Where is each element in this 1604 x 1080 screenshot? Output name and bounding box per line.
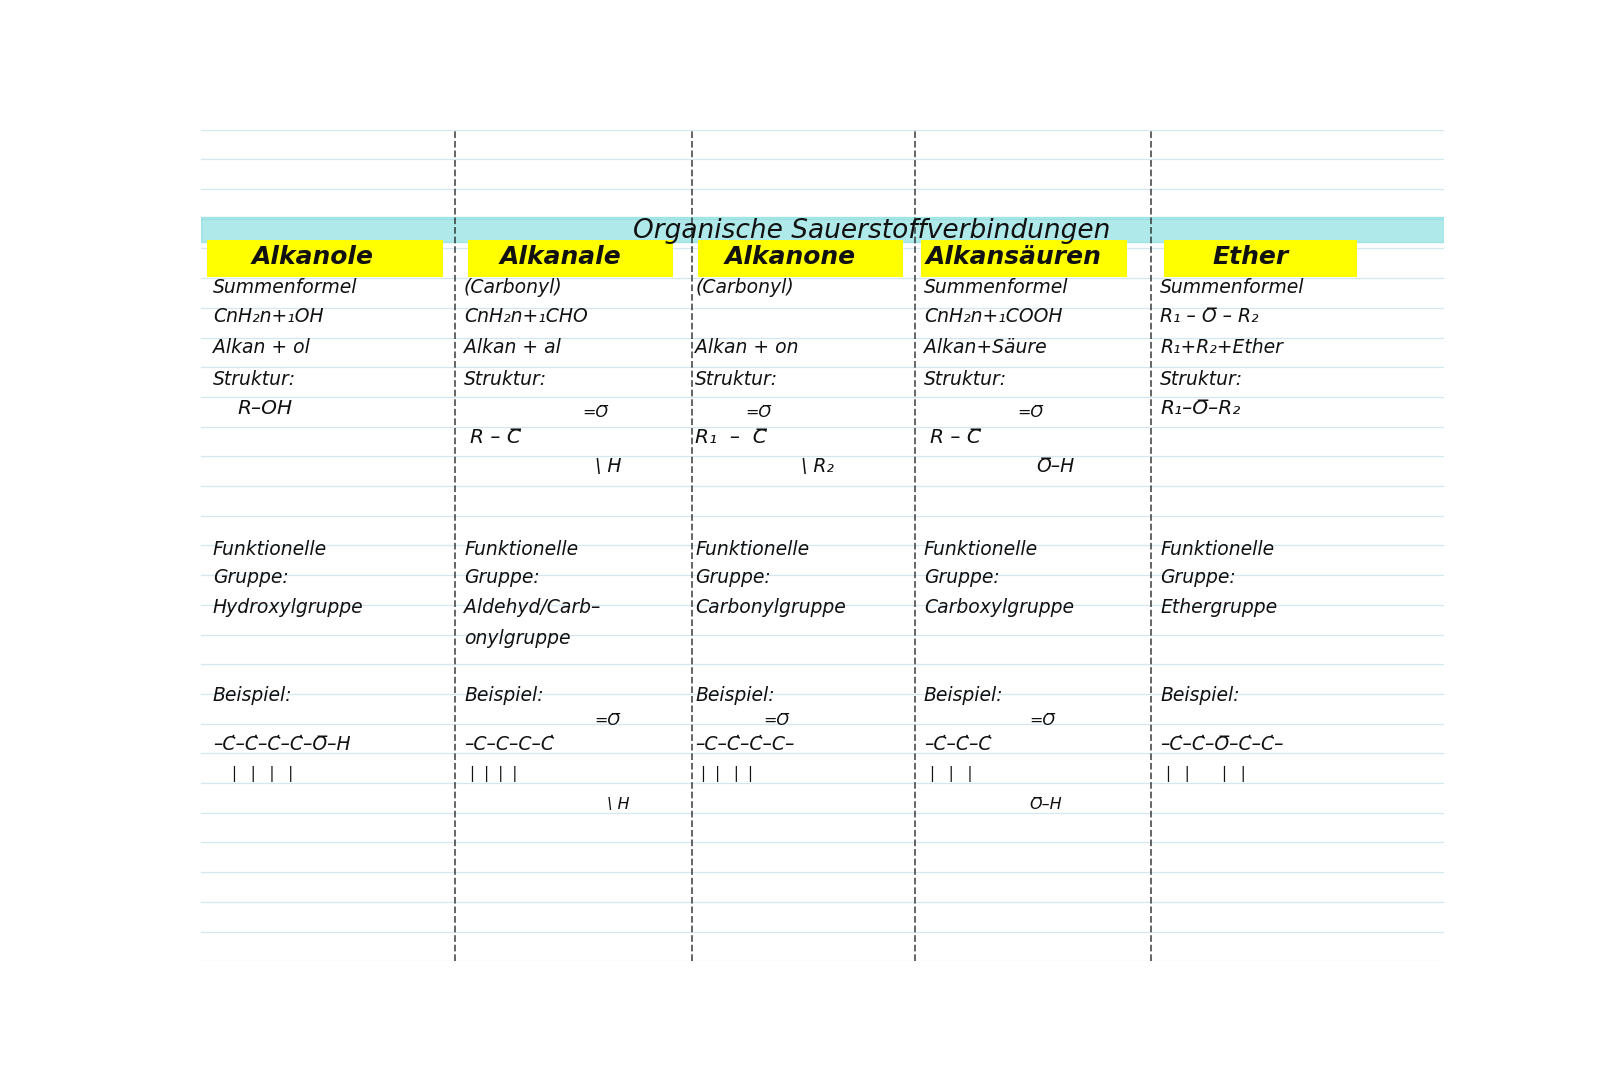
Text: R₁+R₂+Ether: R₁+R₂+Ether <box>1160 338 1283 357</box>
Text: |   |   |   |: | | | | <box>231 766 292 782</box>
Text: =O̅: =O̅ <box>582 405 608 420</box>
Text: Beispiel:: Beispiel: <box>1160 686 1240 704</box>
Text: \ H: \ H <box>606 797 629 812</box>
Text: Funktionelle: Funktionelle <box>695 540 810 559</box>
Text: Beispiel:: Beispiel: <box>695 686 775 704</box>
Text: (Carbonyl): (Carbonyl) <box>464 279 563 297</box>
Text: Summenformel: Summenformel <box>924 279 1068 297</box>
Text: Carboxylgruppe: Carboxylgruppe <box>924 598 1075 618</box>
Text: Alkanole: Alkanole <box>252 245 374 269</box>
Text: Alkan + ol: Alkan + ol <box>213 338 310 357</box>
Text: CnH₂n+₁CHO: CnH₂n+₁CHO <box>464 307 587 326</box>
Text: Alkan + on: Alkan + on <box>695 338 799 357</box>
Text: Gruppe:: Gruppe: <box>695 567 772 586</box>
Text: Summenformel: Summenformel <box>1160 279 1304 297</box>
Text: |  |   |  |: | | | | <box>701 766 754 782</box>
Text: Struktur:: Struktur: <box>924 369 1007 389</box>
Text: Struktur:: Struktur: <box>213 369 297 389</box>
Text: R – C̅: R – C̅ <box>470 428 521 447</box>
Text: CnH₂n+₁OH: CnH₂n+₁OH <box>213 307 324 326</box>
Text: Beispiel:: Beispiel: <box>213 686 292 704</box>
Text: Funktionelle: Funktionelle <box>464 540 577 559</box>
Text: =O̅: =O̅ <box>744 405 772 420</box>
Text: onylgruppe: onylgruppe <box>464 629 571 648</box>
Text: =O̅: =O̅ <box>595 713 621 728</box>
Text: \ H: \ H <box>595 457 621 476</box>
Text: =O̅: =O̅ <box>1030 713 1055 728</box>
Text: CnH₂n+₁COOH: CnH₂n+₁COOH <box>924 307 1062 326</box>
Text: R₁–O̅–R₂: R₁–O̅–R₂ <box>1160 399 1240 418</box>
Bar <box>207 240 443 278</box>
Text: Alkanone: Alkanone <box>725 245 855 269</box>
Text: R₁  –  C̅: R₁ – C̅ <box>695 428 767 447</box>
Text: Aldehyd/Carb–: Aldehyd/Carb– <box>464 598 600 618</box>
Text: Alkanale: Alkanale <box>499 245 621 269</box>
Text: –C–C–C–Ċ: –C–C–C–Ċ <box>464 735 553 755</box>
Text: |   |   |: | | | <box>930 766 972 782</box>
Text: Summenformel: Summenformel <box>213 279 358 297</box>
Text: =O̅: =O̅ <box>764 713 789 728</box>
Text: Alkan + al: Alkan + al <box>464 338 561 357</box>
Text: Funktionelle: Funktionelle <box>213 540 327 559</box>
Text: R₁ – O̅ – R₂: R₁ – O̅ – R₂ <box>1160 307 1259 326</box>
Text: –Ċ–Ċ–Ċ–Ċ–O̅–H: –Ċ–Ċ–Ċ–Ċ–O̅–H <box>213 735 351 755</box>
Bar <box>921 240 1126 278</box>
Text: Funktionelle: Funktionelle <box>924 540 1038 559</box>
Text: Gruppe:: Gruppe: <box>924 567 999 586</box>
Text: Beispiel:: Beispiel: <box>924 686 1004 704</box>
Text: Gruppe:: Gruppe: <box>464 567 541 586</box>
Text: Beispiel:: Beispiel: <box>464 686 544 704</box>
Text: Carbonylgruppe: Carbonylgruppe <box>695 598 845 618</box>
Text: R–OH: R–OH <box>237 399 294 418</box>
Text: Struktur:: Struktur: <box>695 369 778 389</box>
Text: Hydroxylgruppe: Hydroxylgruppe <box>213 598 364 618</box>
Text: \ R₂: \ R₂ <box>800 457 834 476</box>
Text: Alkansäuren: Alkansäuren <box>926 245 1102 269</box>
Text: Struktur:: Struktur: <box>464 369 547 389</box>
Text: Organische Sauerstoffverbindungen: Organische Sauerstoffverbindungen <box>634 218 1110 244</box>
Text: Ethergruppe: Ethergruppe <box>1160 598 1277 618</box>
Text: Ether: Ether <box>1213 245 1288 269</box>
Text: (Carbonyl): (Carbonyl) <box>695 279 794 297</box>
Text: O̅–H: O̅–H <box>1030 797 1062 812</box>
Text: –Ċ–Ċ–O̅–Ċ–Ċ–: –Ċ–Ċ–O̅–Ċ–Ċ– <box>1160 735 1283 755</box>
Text: Funktionelle: Funktionelle <box>1160 540 1274 559</box>
Text: Gruppe:: Gruppe: <box>213 567 289 586</box>
Text: –Ċ–Ċ–Ċ: –Ċ–Ċ–Ċ <box>924 735 991 755</box>
Text: Alkan+Säure: Alkan+Säure <box>924 338 1046 357</box>
Bar <box>1165 240 1357 278</box>
Text: |   |       |   |: | | | | <box>1166 766 1246 782</box>
Text: O̅–H: O̅–H <box>1036 457 1075 476</box>
Text: –C–Ċ–Ċ–C–: –C–Ċ–Ċ–C– <box>695 735 794 755</box>
Text: R – C̅: R – C̅ <box>930 428 982 447</box>
Text: |  |  |  |: | | | | <box>470 766 518 782</box>
Bar <box>468 240 674 278</box>
Text: =O̅: =O̅ <box>1017 405 1043 420</box>
Bar <box>200 217 1444 242</box>
Text: Struktur:: Struktur: <box>1160 369 1243 389</box>
Bar <box>698 240 903 278</box>
Text: Gruppe:: Gruppe: <box>1160 567 1237 586</box>
